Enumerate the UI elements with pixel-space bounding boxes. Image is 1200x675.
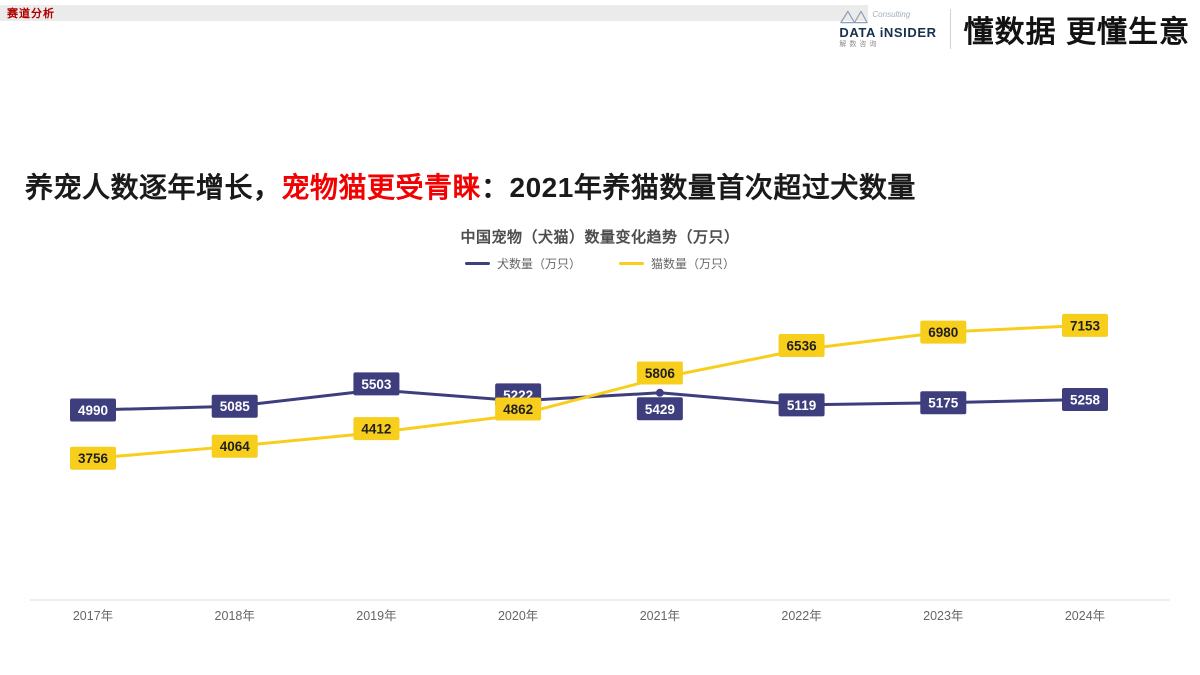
brand-area: Consulting DATA iNSIDER 解数咨询 懂数据 更懂生意 [839,7,1190,51]
dog-value-label: 5175 [928,396,959,411]
cat-value-label: 6536 [787,338,818,353]
title-highlight: 宠物猫更受青睐 [281,172,482,203]
cat-line [91,323,1087,460]
dog-value-label-box [211,394,258,418]
cat-value-label-box [778,333,825,357]
data-insider-logo-icon [840,10,869,23]
cat-value-label-box [495,397,542,421]
legend-item-dog: 犬数量（万只） [464,255,581,272]
cat-value-label: 4412 [361,422,391,437]
cat-value-label-box [920,320,967,344]
cat-value-label-box [1062,313,1108,337]
dog-marker [655,388,664,397]
x-axis-label: 2021年 [640,609,680,623]
cat-value-label-box [211,434,258,458]
dog-value-label: 5119 [787,398,816,413]
dog-value-label-box [636,397,683,421]
legend-item-cat: 猫数量（万只） [619,255,735,272]
cat-value-label: 6980 [928,325,958,340]
brand-divider [949,9,951,49]
page-title: 养宠人数逐年增长，宠物猫更受青睐：2021年养猫数量首次超过犬数量 [25,166,916,206]
dog-value-label-box [70,398,116,422]
logo: Consulting DATA iNSIDER 解数咨询 [839,9,936,50]
cat-value-label-box [70,446,116,470]
logo-mark-row: Consulting [839,9,910,26]
x-axis-label: 2024年 [1065,609,1105,623]
x-axis-label: 2019年 [356,609,396,623]
legend-swatch-cat [619,262,644,265]
chart-title: 中国宠物（犬猫）数量变化趋势（万只） [460,229,740,246]
dog-value-label-box [1062,387,1108,411]
dog-value-label: 5085 [220,399,251,414]
section-tag: 赛道分析 [7,8,55,20]
cat-value-label: 7153 [1070,318,1101,333]
dog-value-label-box [778,393,825,417]
cat-value-label: 4064 [220,439,251,454]
cat-value-label: 4862 [503,402,533,417]
x-axis-label: 2017年 [73,609,113,623]
dog-value-label-box [353,372,400,396]
legend-label-dog: 犬数量（万只） [496,257,581,271]
top-bar: 赛道分析 [0,5,868,21]
dog-value-label: 4990 [78,403,108,418]
title-part1: 养宠人数逐年增长， [25,172,282,203]
x-axis-label: 2018年 [215,609,255,623]
cat-value-label: 5806 [645,366,676,381]
cat-value-label-box [353,417,400,441]
cat-value-label: 3756 [78,451,109,466]
logo-consulting-script: Consulting [872,9,911,19]
x-axis-label: 2020年 [498,609,538,623]
legend-swatch-dog [464,262,490,265]
title-part2: ：2021年养猫数量首次超过犬数量 [481,172,916,203]
chart-legend: 犬数量（万只） 猫数量（万只） [0,255,1200,272]
brand-slogan: 懂数据 更懂生意 [963,16,1190,49]
logo-wordmark: DATA iNSIDER [839,24,937,40]
dog-value-label-box [920,391,967,415]
x-axis-label: 2023年 [923,609,963,623]
logo-subtext: 解数咨询 [839,41,880,49]
dog-value-label: 5429 [645,402,675,417]
x-axis-label: 2022年 [781,609,821,623]
dog-value-label: 5258 [1070,392,1101,407]
dog-value-label: 5503 [361,377,392,392]
legend-label-cat: 猫数量（万只） [651,257,736,271]
cat-value-label-box [636,361,683,385]
